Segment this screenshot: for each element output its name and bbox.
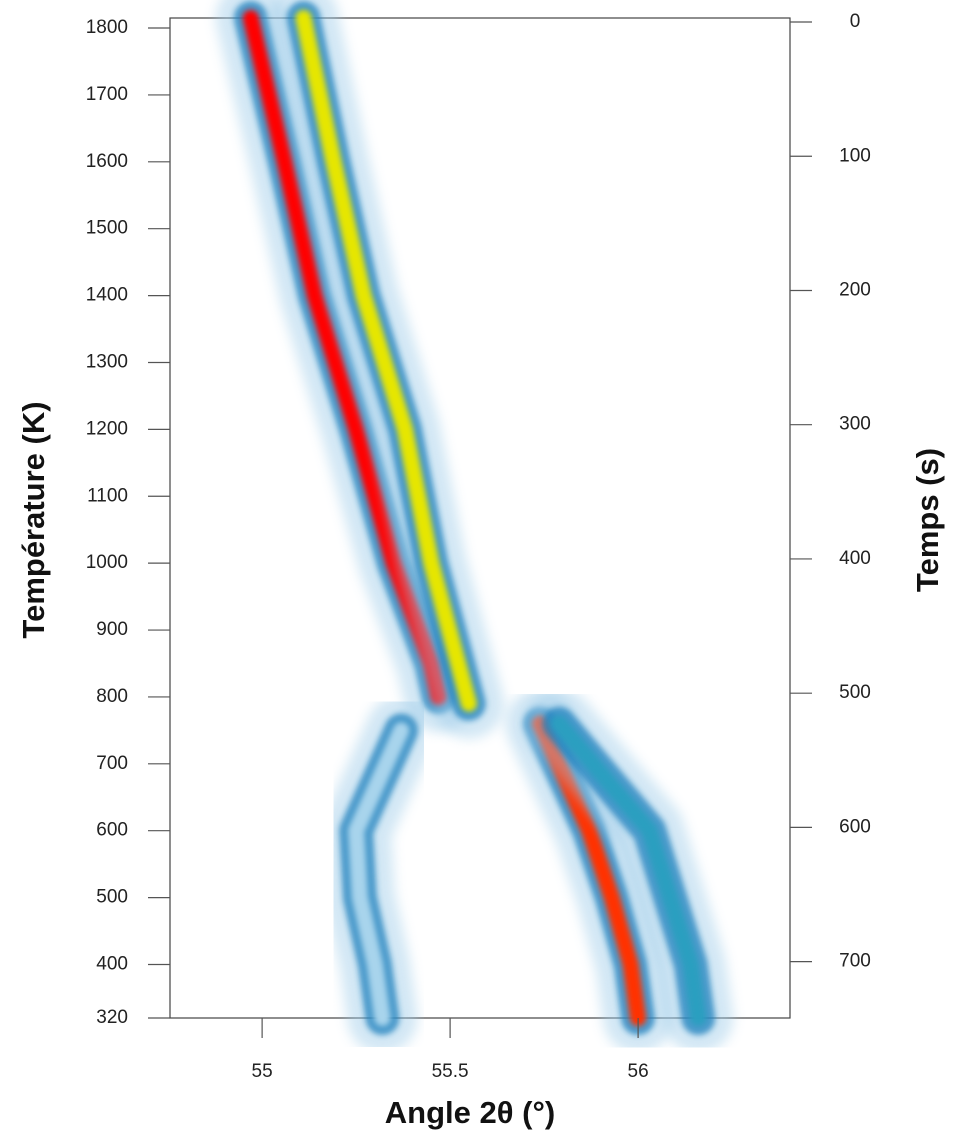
y2-tick-label: 300	[839, 414, 871, 435]
x-tick-label: 56	[628, 1061, 649, 1082]
y2-tick-label: 600	[839, 816, 871, 837]
ridge	[348, 722, 410, 1026]
y-tick-label: 1600	[86, 151, 128, 172]
y-tick-label: 1500	[86, 218, 128, 239]
ridge	[532, 715, 647, 1026]
y-tick-label: 700	[96, 753, 128, 774]
ridge	[295, 10, 477, 712]
y-tick-label: 1800	[86, 17, 128, 38]
y-axis-title: Température (K)	[16, 401, 51, 638]
x-tick-label: 55.5	[432, 1061, 469, 1082]
y2-tick-label: 700	[839, 951, 871, 972]
y-tick-label: 500	[96, 887, 128, 908]
y-tick-label: 1100	[87, 485, 128, 506]
y-tick-label: 1700	[86, 84, 128, 105]
y-tick-label: 400	[96, 954, 128, 975]
y-tick-label: 320	[96, 1007, 128, 1028]
y-tick-label: 1400	[86, 285, 128, 306]
ridges	[215, 0, 734, 1053]
y2-tick-label: 200	[839, 279, 871, 300]
x-axis-title: Angle 2θ (°)	[385, 1095, 555, 1130]
y2-tick-label: 500	[839, 682, 871, 703]
y-tick-label: 900	[96, 619, 128, 640]
y-tick-label: 1300	[86, 351, 128, 372]
ridge	[551, 715, 707, 1026]
y-tick-label: 800	[96, 686, 128, 707]
y2-axis-title: Temps (s)	[910, 448, 945, 592]
y-tick-label: 1000	[86, 552, 128, 573]
y-tick-label: 600	[96, 820, 128, 841]
y2-tick-label: 100	[839, 145, 871, 166]
y2-tick-label: 400	[839, 548, 871, 569]
x-tick-label: 55	[252, 1061, 273, 1082]
y-tick-label: 1200	[86, 418, 128, 439]
y2-tick-label: 0	[850, 11, 861, 32]
